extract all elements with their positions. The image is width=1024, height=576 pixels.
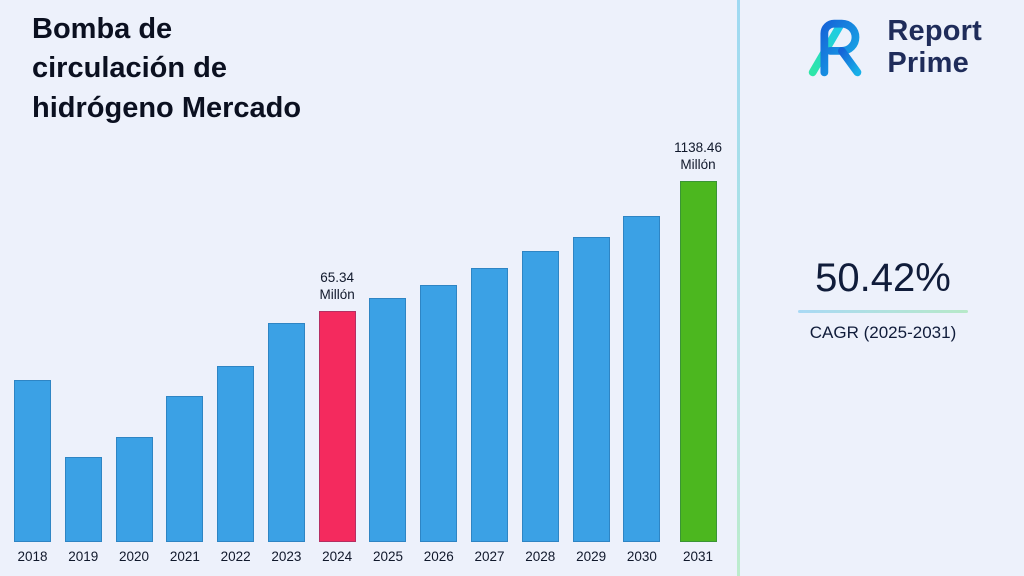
bar-column-2018: 2018 <box>14 380 51 564</box>
x-axis-label-2020: 2020 <box>119 549 150 564</box>
bar-column-2028: 2028 <box>521 251 559 564</box>
bar-column-2025: 2025 <box>369 298 407 564</box>
bar-2028 <box>521 251 559 542</box>
x-axis-label-2030: 2030 <box>626 549 657 564</box>
bar-value-label-2024: 65.34 Millón <box>319 269 355 303</box>
cagr-underline <box>798 310 968 313</box>
x-axis-label-2023: 2023 <box>271 549 302 564</box>
report-prime-logo: Report Prime <box>801 12 982 84</box>
brand-name-line-2: Prime <box>887 47 969 79</box>
x-axis-label-2025: 2025 <box>372 549 403 564</box>
bar-column-2019: 2019 <box>64 457 102 564</box>
x-axis-label-2031: 2031 <box>683 549 714 564</box>
vertical-divider <box>737 0 740 576</box>
page-title: Bomba de circulación de hidrógeno Mercad… <box>32 10 392 128</box>
bar-column-2022: 2022 <box>217 366 255 564</box>
report-prime-logo-icon <box>801 12 873 84</box>
page-title-line-1: Bomba de <box>32 13 173 45</box>
bar-value-label-2031: 1138.46 Millón <box>674 139 722 173</box>
page-title-line-3: hidrógeno Mercado <box>32 91 302 124</box>
bar-2023 <box>267 323 305 542</box>
bar-2030 <box>623 216 661 542</box>
x-axis-label-2022: 2022 <box>220 549 251 564</box>
bar-2018 <box>14 380 51 542</box>
bar-2021 <box>166 396 204 542</box>
market-size-bar-chart: 2018 2019 2020 2021 2022 2023 65.34 Millón 2024 2… <box>14 139 722 564</box>
bar-column-2029: 2029 <box>572 237 610 564</box>
bar-2026 <box>420 285 458 542</box>
x-axis-label-2021: 2021 <box>169 549 200 564</box>
bar-column-2027: 2027 <box>471 268 509 564</box>
x-axis-label-2024: 2024 <box>322 549 353 564</box>
bar-2025 <box>369 298 407 542</box>
x-axis-label-2018: 2018 <box>17 549 48 564</box>
bar-2024 <box>318 311 356 542</box>
x-axis-label-2026: 2026 <box>423 549 454 564</box>
bar-column-2024: 65.34 Millón 2024 <box>318 269 356 564</box>
bar-2029 <box>572 237 610 542</box>
brand-name-line-1: Report <box>887 15 982 48</box>
cagr-label: CAGR (2025-2031) <box>809 323 957 342</box>
cagr-stat-block: 50.42% CAGR (2025-2031) <box>788 256 978 343</box>
bar-2027 <box>471 268 509 542</box>
bar-2031 <box>679 181 717 542</box>
x-axis-label-2028: 2028 <box>525 549 556 564</box>
x-axis-label-2029: 2029 <box>576 549 607 564</box>
bar-2020 <box>115 437 153 542</box>
cagr-value: 50.42% <box>815 256 951 300</box>
x-axis-label-2019: 2019 <box>68 549 99 564</box>
bar-column-2026: 2026 <box>420 285 458 564</box>
brand-name: Report Prime <box>887 15 982 80</box>
x-axis-label-2027: 2027 <box>474 549 505 564</box>
bar-column-2023: 2023 <box>267 323 305 564</box>
page-title-line-2: circulación de <box>32 52 228 85</box>
bar-column-2031: 1138.46 Millón 2031 <box>674 139 722 564</box>
bar-column-2030: 2030 <box>623 216 661 564</box>
bar-2022 <box>217 366 255 542</box>
bar-column-2020: 2020 <box>115 437 153 564</box>
bar-2019 <box>64 457 102 542</box>
bar-column-2021: 2021 <box>166 396 204 564</box>
